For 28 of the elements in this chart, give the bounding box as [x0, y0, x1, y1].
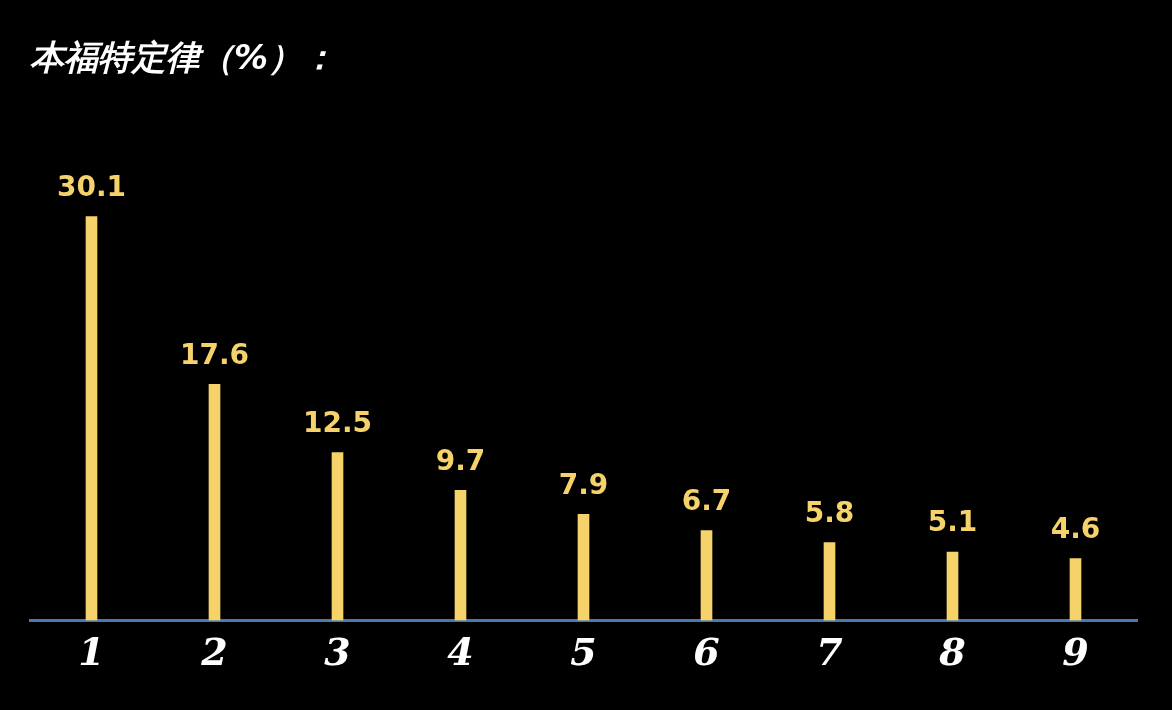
x-tick-label: 6	[693, 629, 720, 675]
data-label: 9.7	[435, 443, 486, 477]
data-label: 5.1	[927, 505, 978, 539]
bar	[577, 514, 590, 621]
chart-title: 本福特定律（%）：	[30, 37, 337, 78]
bar	[85, 216, 98, 621]
data-label: 17.6	[179, 337, 250, 371]
x-tick-label: 1	[78, 629, 105, 675]
bar	[208, 383, 221, 621]
x-tick-label: 4	[447, 629, 474, 675]
data-label: 7.9	[558, 467, 609, 501]
data-label: 6.7	[681, 483, 732, 517]
x-tick-label: 3	[324, 629, 351, 675]
bar	[946, 551, 959, 621]
data-label: 4.6	[1050, 511, 1101, 545]
bar	[331, 452, 344, 621]
bar	[1069, 558, 1082, 621]
x-tick-label: 2	[200, 629, 228, 675]
data-label: 30.1	[56, 169, 127, 203]
bar	[700, 530, 713, 621]
x-tick-label: 5	[570, 629, 597, 675]
data-label: 12.5	[302, 405, 373, 439]
bar	[454, 489, 467, 621]
x-tick-label: 8	[938, 629, 966, 675]
data-label: 5.8	[804, 495, 855, 529]
x-tick-label: 9	[1062, 629, 1089, 675]
x-tick-label: 7	[816, 629, 843, 675]
bar	[823, 542, 836, 621]
